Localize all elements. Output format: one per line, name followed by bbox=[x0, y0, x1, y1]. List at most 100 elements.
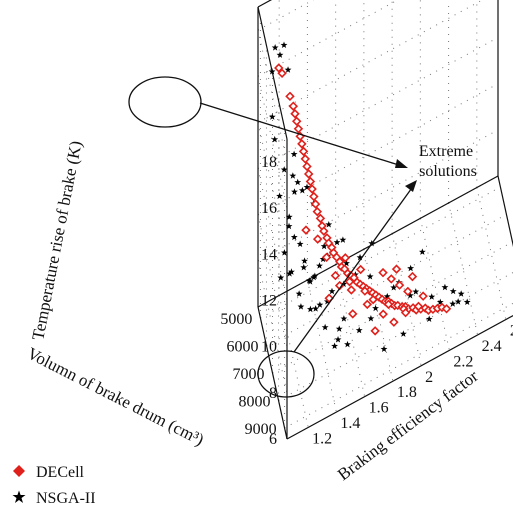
nsga-point bbox=[284, 66, 292, 73]
nsga-point bbox=[298, 186, 306, 194]
nsga-point bbox=[286, 270, 294, 277]
nsga-point bbox=[312, 305, 320, 312]
y-tick-label-0: 1.2 bbox=[312, 430, 332, 447]
nsga-point bbox=[311, 272, 319, 279]
nsga-point bbox=[285, 213, 293, 220]
nsga-point bbox=[425, 315, 433, 322]
nsga-point bbox=[280, 41, 288, 49]
y-tick-label-2: 1.6 bbox=[369, 400, 389, 417]
nsga-point bbox=[454, 298, 462, 305]
annotation-text: Extreme solutions bbox=[419, 143, 477, 180]
decell-point bbox=[378, 267, 388, 278]
nsga-point bbox=[280, 166, 288, 173]
nsga-point bbox=[340, 315, 348, 322]
decell-point bbox=[368, 294, 378, 305]
legend-label-decell: DECell bbox=[36, 464, 84, 481]
decell-point bbox=[293, 124, 304, 134]
nsga-point bbox=[303, 183, 311, 191]
z-tick-label-0: 6 bbox=[269, 431, 277, 448]
decell-point bbox=[330, 270, 341, 281]
nsga-point bbox=[290, 150, 298, 158]
floor-grid-y-5 bbox=[419, 218, 450, 351]
x-tick-label-2: 7000 bbox=[233, 366, 265, 383]
tick-labels: 6 8 10 12 14 16 18 5000 6000 7000 8000 9000 1.2 1.4 1.… bbox=[220, 154, 513, 448]
star-marker-icon bbox=[8, 490, 30, 509]
frame-edge-floor-x2 bbox=[286, 314, 513, 440]
nsga-point bbox=[319, 255, 327, 263]
x-tick-label-1: 6000 bbox=[226, 339, 258, 356]
floor-grid-y-0 bbox=[278, 295, 309, 428]
legend: DECell NSGA-II bbox=[8, 460, 96, 512]
nsga-point bbox=[321, 323, 329, 331]
z-axis-label: Temperature rise of brake (K) bbox=[28, 139, 85, 342]
arrowhead-bottom bbox=[405, 180, 417, 192]
decell-point bbox=[324, 293, 334, 303]
nsga-point bbox=[325, 220, 333, 228]
decell-point bbox=[360, 286, 370, 296]
y-tick-label-3: 1.8 bbox=[397, 384, 417, 401]
nsga-point bbox=[356, 253, 364, 261]
nsga-point bbox=[294, 178, 302, 186]
x-tick-label-3: 8000 bbox=[239, 394, 271, 411]
decell-point bbox=[346, 285, 357, 295]
nsga-point bbox=[335, 325, 343, 332]
floor-grid-y-1 bbox=[306, 279, 337, 413]
decell-point bbox=[300, 154, 311, 164]
floor-grid-y-3 bbox=[363, 249, 394, 382]
nsga-point bbox=[428, 293, 436, 300]
nsga-point bbox=[412, 288, 420, 295]
y-tick-label-4: 2 bbox=[425, 369, 433, 386]
decell-point bbox=[297, 139, 307, 149]
decell-point bbox=[309, 191, 319, 202]
nsga-point bbox=[436, 298, 444, 306]
nsga-point bbox=[306, 305, 314, 313]
nsga-point bbox=[390, 284, 398, 291]
nsga-point bbox=[407, 264, 415, 272]
wall-x-grid-h-5 bbox=[257, 76, 288, 209]
legend-label-nsga: NSGA-II bbox=[36, 490, 96, 507]
decell-point bbox=[348, 309, 358, 319]
wall-x-grid-h-4 bbox=[257, 122, 288, 255]
nsga-point bbox=[372, 304, 379, 312]
z-tick-label-4: 14 bbox=[261, 246, 277, 263]
decell-point bbox=[277, 68, 287, 78]
nsga-point bbox=[406, 291, 414, 299]
nsga-point bbox=[449, 287, 457, 295]
arrowhead-top bbox=[395, 159, 408, 168]
decell-point bbox=[315, 213, 326, 224]
decell-point bbox=[391, 264, 402, 274]
decell-point bbox=[403, 286, 413, 297]
nsga-point bbox=[463, 298, 471, 306]
y-tick-label-1: 1.4 bbox=[340, 415, 360, 432]
nsga-point bbox=[296, 240, 304, 247]
nsga-point bbox=[331, 342, 339, 349]
decell-point bbox=[307, 184, 317, 194]
nsga-point bbox=[305, 277, 313, 284]
y-tick-label-5: 2.2 bbox=[453, 353, 473, 370]
nsga-point bbox=[333, 238, 341, 246]
nsga-point bbox=[457, 290, 465, 297]
decell-point bbox=[321, 252, 332, 263]
legend-item-decell: DECell bbox=[8, 460, 96, 486]
nsga-point bbox=[320, 242, 328, 250]
nsga-point bbox=[339, 236, 347, 243]
decell-point bbox=[362, 299, 373, 310]
nsga-point bbox=[441, 283, 449, 291]
decell-point bbox=[274, 63, 284, 73]
nsga-point bbox=[328, 287, 336, 295]
nsga-point bbox=[323, 297, 331, 305]
extreme-ellipse-bottom bbox=[257, 350, 315, 398]
wall-y-grid-h-6 bbox=[257, 0, 315, 31]
decell-point bbox=[394, 280, 405, 290]
decell-point bbox=[413, 301, 424, 312]
nsga-point bbox=[289, 172, 297, 179]
nsga-point bbox=[280, 249, 288, 256]
z-tick-label-6: 18 bbox=[261, 154, 277, 171]
nsga-point bbox=[449, 300, 457, 307]
z-tick-label-3: 12 bbox=[261, 293, 277, 310]
nsga-point bbox=[351, 271, 359, 278]
legend-item-nsga: NSGA-II bbox=[8, 486, 96, 512]
decell-point bbox=[301, 225, 311, 235]
nsga-point bbox=[271, 135, 279, 143]
floor-grid-y-4 bbox=[391, 233, 422, 366]
